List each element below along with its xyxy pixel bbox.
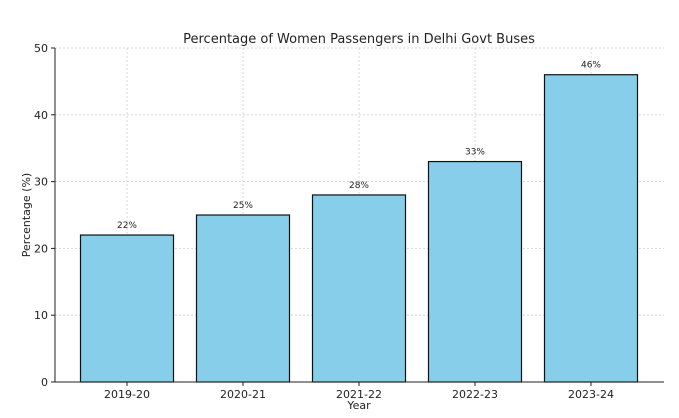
bar-2020-21 — [195, 214, 291, 383]
bar-2023-24 — [543, 74, 639, 383]
bar-2021-22 — [311, 194, 407, 383]
x-tick-label: 2023-24 — [568, 388, 614, 401]
x-tick-label: 2021-22 — [336, 388, 382, 401]
y-tick-label: 50 — [34, 42, 48, 55]
x-axis-label: Year — [346, 399, 371, 412]
x-tick-label: 2020-21 — [220, 388, 266, 401]
data-label: 33% — [465, 148, 485, 158]
data-label: 28% — [349, 181, 369, 191]
data-label: 46% — [581, 61, 601, 71]
y-tick-label: 20 — [34, 242, 48, 255]
x-tick-label: 2019-20 — [104, 388, 150, 401]
bar-layer: 22% 25% 28% 33% 46% — [79, 61, 639, 383]
x-tick-label: 2022-23 — [452, 388, 498, 401]
data-label: 22% — [117, 221, 137, 231]
bar-2022-23 — [427, 160, 523, 383]
y-tick-label: 30 — [34, 176, 48, 189]
y-tick-label: 0 — [41, 376, 48, 389]
bar-2019-20 — [79, 234, 175, 383]
data-label: 25% — [233, 201, 253, 211]
y-tick-label: 10 — [34, 309, 48, 322]
y-axis-label: Percentage (%) — [20, 173, 33, 257]
y-tick-label: 40 — [34, 109, 48, 122]
axis-layer: 0 10 20 30 40 50 2019-20 2020-21 2021-22 2022-23 2… — [34, 42, 664, 401]
chart-title: Percentage of Women Passengers in Delhi … — [183, 32, 535, 47]
